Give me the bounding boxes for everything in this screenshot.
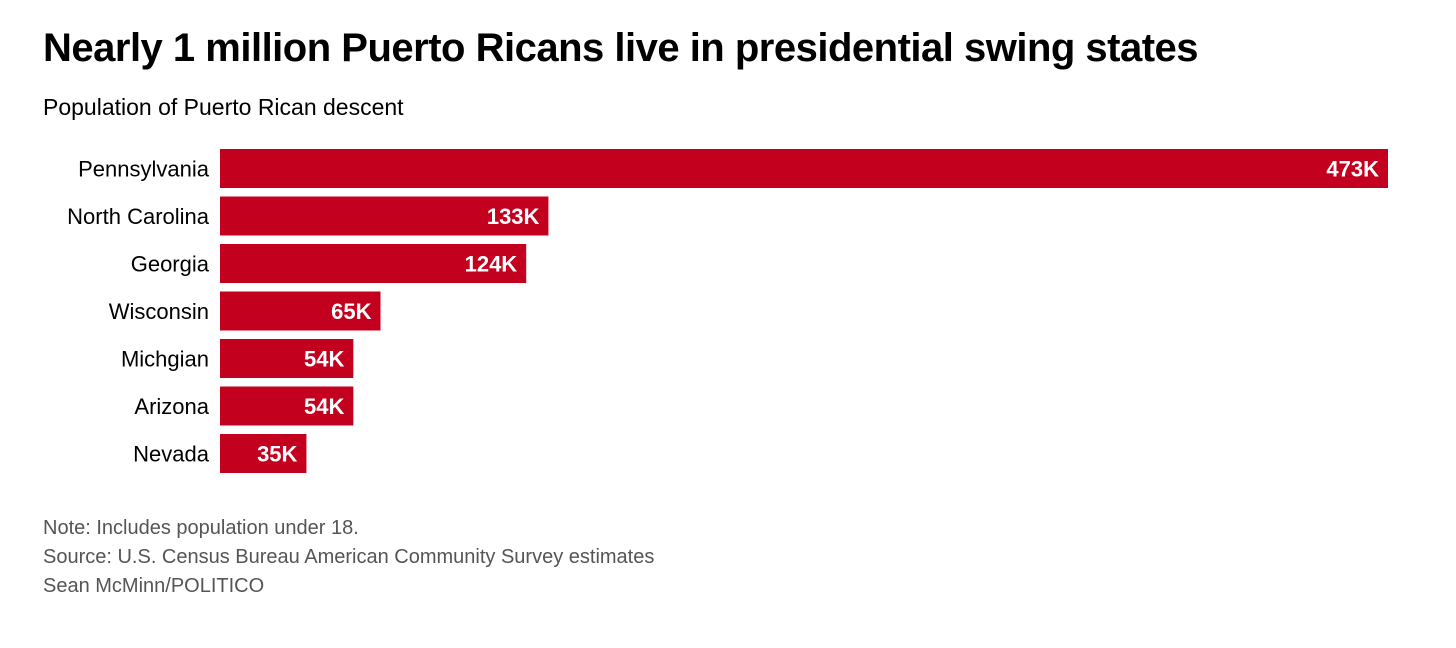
category-label: Arizona (134, 394, 209, 419)
category-label: North Carolina (67, 204, 210, 229)
note-text: Note: Includes population under 18. (43, 517, 359, 539)
bar (220, 339, 354, 378)
value-label: 54K (304, 347, 344, 372)
value-label: 35K (257, 442, 297, 467)
bar (220, 291, 381, 331)
category-label: Georgia (131, 252, 210, 277)
value-label: 65K (331, 299, 371, 324)
value-label: 54K (304, 394, 344, 419)
value-label: 124K (465, 252, 518, 277)
bar (220, 386, 354, 426)
category-label: Pennsylvania (78, 157, 210, 182)
bar (220, 244, 527, 283)
value-label: 473K (1326, 157, 1379, 182)
credit-text: Sean McMinn/POLITICO (43, 575, 265, 597)
bar (220, 149, 1388, 188)
category-label: Michgian (121, 347, 209, 372)
chart-subtitle: Population of Puerto Rican descent (43, 94, 404, 120)
category-label: Wisconsin (109, 299, 209, 324)
category-label: Nevada (133, 442, 210, 467)
chart-title: Nearly 1 million Puerto Ricans live in p… (43, 26, 1199, 70)
chart-notes: Note: Includes population under 18. Sour… (43, 514, 654, 601)
source-text: Source: U.S. Census Bureau American Comm… (43, 546, 655, 568)
bar-chart: Pennsylvania 473K North Carolina 133K Georgi… (67, 149, 1388, 473)
bar (220, 196, 549, 236)
bar (220, 434, 307, 473)
value-label: 133K (487, 204, 540, 229)
